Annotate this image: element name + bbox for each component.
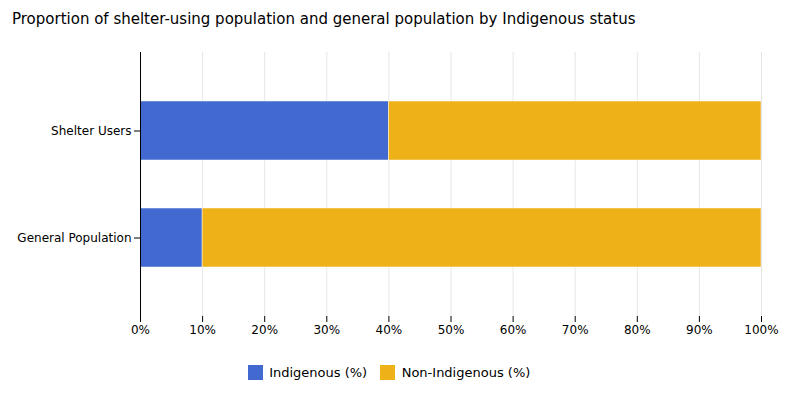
svg-text:30%: 30% — [313, 323, 340, 337]
svg-text:10%: 10% — [189, 323, 216, 337]
html-text:Non-Indigenous (%): Non-Indigenous (%) — [401, 365, 531, 380]
html-text:Indigenous (%): Indigenous (%) — [269, 365, 368, 380]
svg-text:20%: 20% — [251, 323, 278, 337]
html-text:Proportion of shelter-using po: Proportion of shelter-using population a… — [12, 10, 636, 28]
svg-text:50%: 50% — [438, 323, 465, 337]
svg-text:40%: 40% — [376, 323, 403, 337]
svg-text:0%: 0% — [131, 323, 150, 337]
svg-text:70%: 70% — [562, 323, 589, 337]
svg-text:80%: 80% — [624, 323, 651, 337]
svg-text:100%: 100% — [744, 323, 778, 337]
svg-text:Shelter Users: Shelter Users — [51, 124, 131, 138]
svg-text:General Population: General Population — [17, 231, 131, 245]
svg-text:60%: 60% — [500, 323, 527, 337]
svg-text:90%: 90% — [686, 323, 713, 337]
